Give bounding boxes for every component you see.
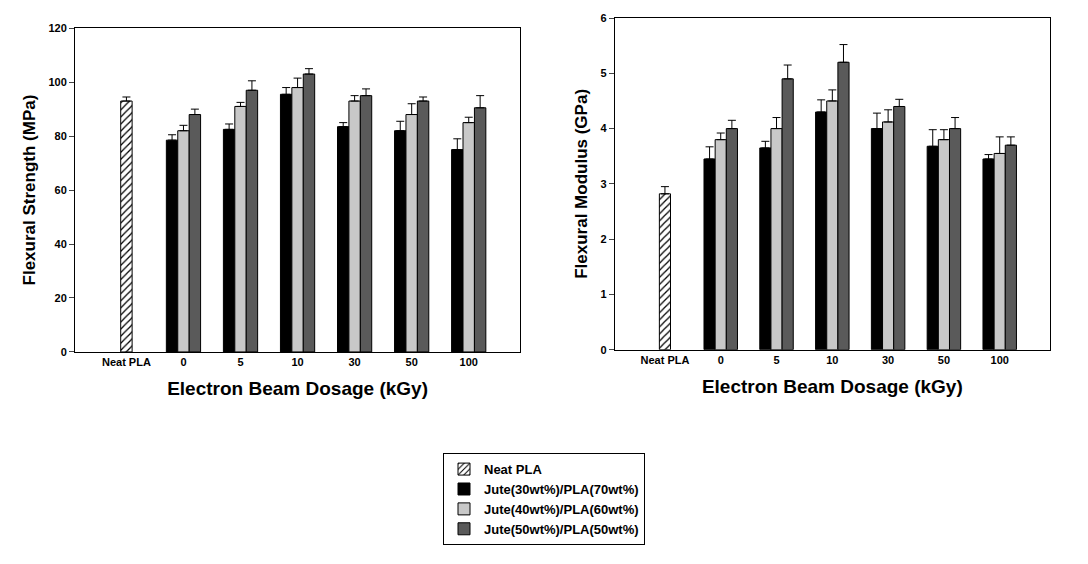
svg-text:30: 30 <box>882 354 894 366</box>
svg-text:Electron Beam Dosage (kGy): Electron Beam Dosage (kGy) <box>702 376 963 397</box>
svg-text:100: 100 <box>991 354 1009 366</box>
svg-text:10: 10 <box>291 356 303 368</box>
svg-text:Jute(50wt%)/PLA(50wt%): Jute(50wt%)/PLA(50wt%) <box>484 522 639 537</box>
svg-text:50: 50 <box>938 354 950 366</box>
svg-text:Neat PLA: Neat PLA <box>102 356 151 368</box>
svg-text:0: 0 <box>718 354 724 366</box>
svg-text:Electron Beam Dosage (kGy): Electron Beam Dosage (kGy) <box>167 378 428 399</box>
svg-text:5: 5 <box>600 67 606 79</box>
svg-text:Jute(30wt%)/PLA(70wt%): Jute(30wt%)/PLA(70wt%) <box>484 482 639 497</box>
svg-text:100: 100 <box>460 356 478 368</box>
svg-text:50: 50 <box>406 356 418 368</box>
svg-text:0: 0 <box>61 346 67 358</box>
svg-text:0: 0 <box>180 356 186 368</box>
svg-text:6: 6 <box>600 12 606 24</box>
svg-text:2: 2 <box>600 233 606 245</box>
svg-text:Neat PLA: Neat PLA <box>484 462 542 477</box>
svg-text:5: 5 <box>237 356 243 368</box>
svg-text:20: 20 <box>55 292 67 304</box>
svg-text:Jute(40wt%)/PLA(60wt%): Jute(40wt%)/PLA(60wt%) <box>484 502 639 517</box>
svg-text:Flexural Modulus (GPa): Flexural Modulus (GPa) <box>572 89 591 279</box>
svg-text:10: 10 <box>826 354 838 366</box>
svg-text:100: 100 <box>49 76 67 88</box>
svg-text:4: 4 <box>600 122 607 134</box>
svg-text:Neat PLA: Neat PLA <box>640 354 689 366</box>
svg-text:0: 0 <box>600 344 606 356</box>
svg-text:Flexural Strength (MPa): Flexural Strength (MPa) <box>20 95 39 286</box>
svg-text:40: 40 <box>55 238 67 250</box>
svg-text:30: 30 <box>348 356 360 368</box>
svg-text:80: 80 <box>55 130 67 142</box>
svg-text:120: 120 <box>49 22 67 34</box>
svg-text:3: 3 <box>600 178 606 190</box>
svg-text:1: 1 <box>600 288 606 300</box>
svg-text:5: 5 <box>773 354 779 366</box>
svg-text:60: 60 <box>55 184 67 196</box>
